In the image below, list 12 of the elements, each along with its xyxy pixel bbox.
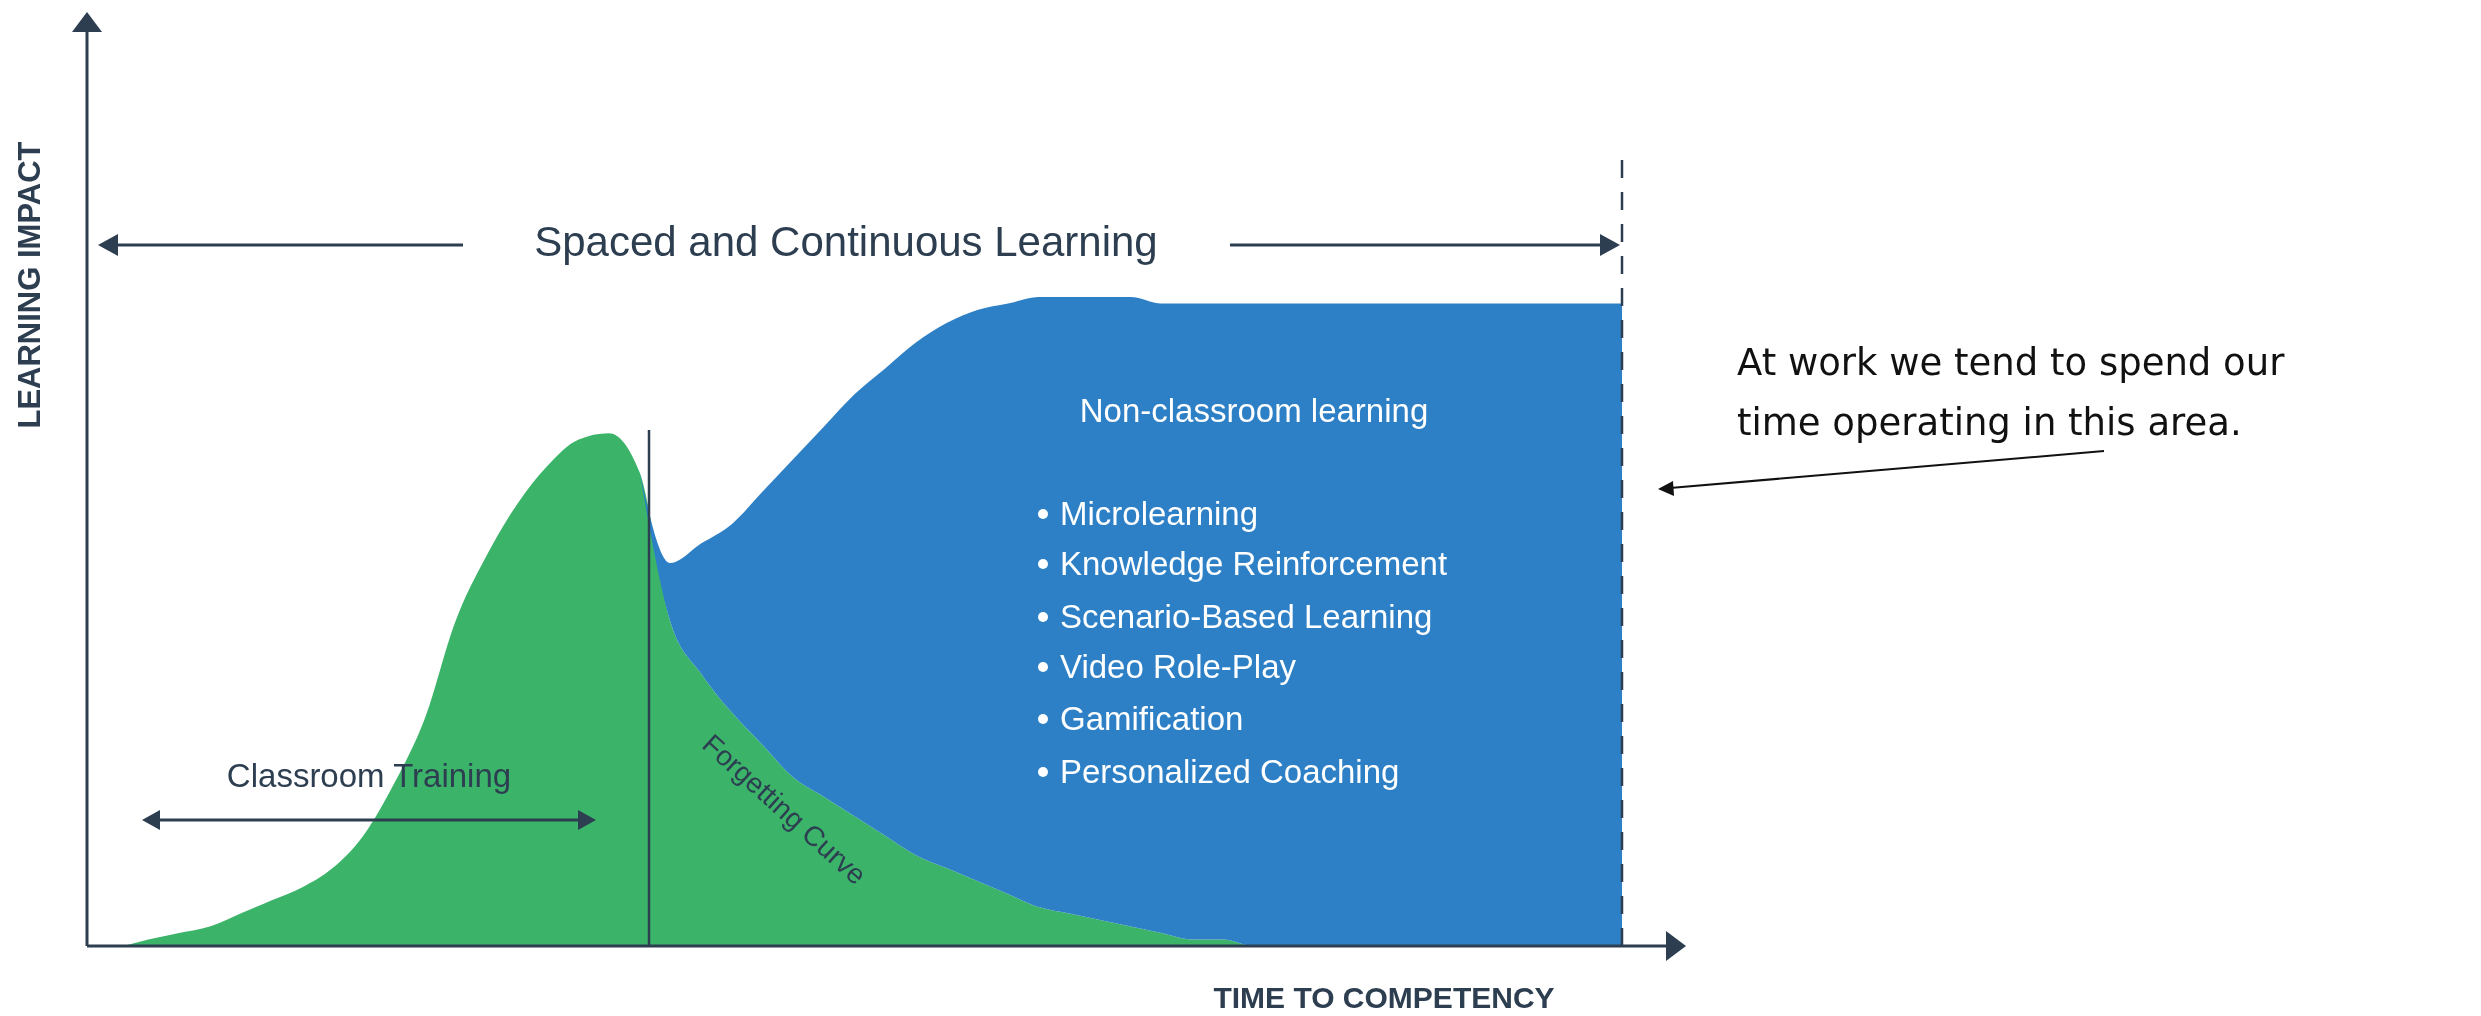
annotation: Knowledge Reinforcement bbox=[1060, 544, 1448, 582]
text: At work we tend to spend our time operating in this area. bbox=[1737, 340, 2286, 444]
annotation: Microlearning bbox=[1060, 494, 1259, 532]
annotation: Non-classroom learning bbox=[1079, 391, 1429, 429]
annotation: Personalized Coaching bbox=[1060, 752, 1400, 790]
y-axis-title: LEARNING IMPACT bbox=[12, 141, 48, 429]
text: Spaced and Continuous Learning bbox=[534, 218, 1158, 266]
annotation: Video Role-Play bbox=[1060, 647, 1297, 685]
annotation: Classroom Training bbox=[226, 756, 512, 794]
annotation: Scenario-Based Learning bbox=[1060, 597, 1433, 635]
annotation: Gamification bbox=[1060, 699, 1244, 737]
x-axis-title: TIME TO COMPETENCY bbox=[1213, 980, 1555, 1014]
